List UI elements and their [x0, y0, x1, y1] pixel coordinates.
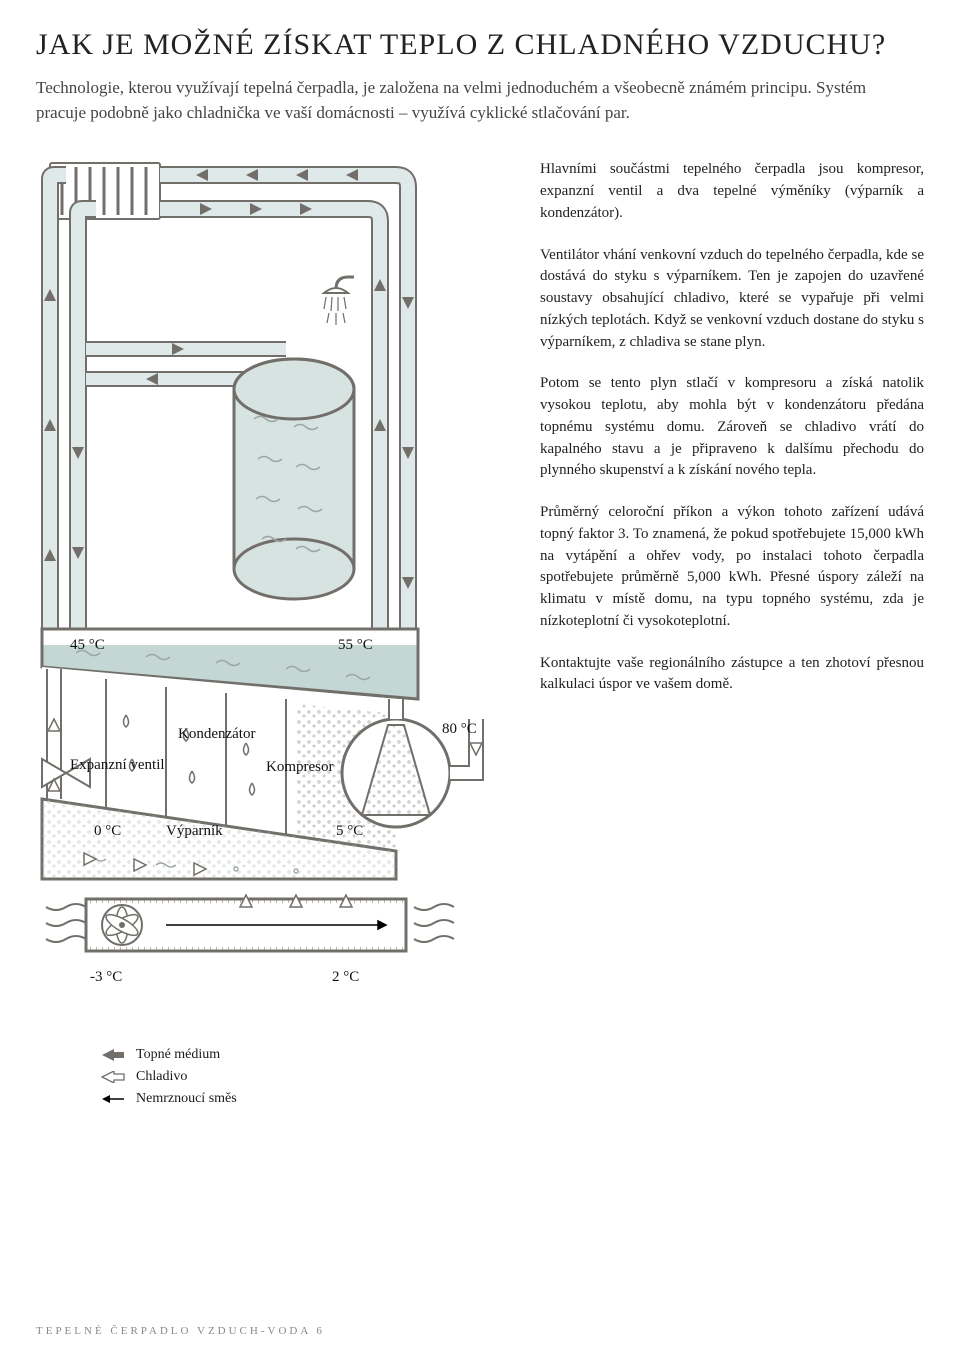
diagram-svg: [36, 159, 516, 1029]
label-cond-in: 45 °C: [70, 637, 105, 654]
label-evap-out: 5 °C: [336, 823, 363, 840]
tank-icon: [234, 359, 354, 599]
label-cond-out: 55 °C: [338, 637, 373, 654]
body-paragraph: Průměrný celoroční příkon a výkon tohoto…: [540, 502, 924, 633]
body-paragraph: Kontaktujte vaše regionálního zástupce a…: [540, 653, 924, 697]
shower-icon: [324, 277, 354, 325]
page-title: JAK JE MOŽNÉ ZÍSKAT TEPLO Z CHLADNÉHO VZ…: [36, 28, 924, 62]
legend-label: Nemrznoucí směs: [136, 1091, 237, 1107]
body-paragraph: Potom se tento plyn stlačí v kompresoru …: [540, 373, 924, 482]
intro-text: Technologie, kterou využívají tepelná če…: [36, 76, 916, 125]
legend-label: Chladivo: [136, 1069, 187, 1085]
label-condenser: Kondenzátor: [178, 726, 255, 743]
radiator-icon: [50, 163, 160, 219]
heat-pump-diagram: 45 °C 55 °C 80 °C Expanzní ventil Konden…: [36, 159, 516, 1029]
body-paragraph: Hlavními součástmi tepelného čerpadla js…: [540, 159, 924, 224]
arrow-solid-icon: [100, 1049, 126, 1061]
text-column: Hlavními součástmi tepelného čerpadla js…: [540, 159, 924, 1113]
air-duct-icon: [46, 895, 454, 951]
diagram-column: 45 °C 55 °C 80 °C Expanzní ventil Konden…: [36, 159, 516, 1113]
label-evaporator: Výparník: [166, 823, 223, 840]
label-expansion-valve: Expanzní ventil: [70, 757, 165, 774]
label-evap-in: 0 °C: [94, 823, 121, 840]
arrow-thin-icon: [100, 1093, 126, 1105]
main-layout: 45 °C 55 °C 80 °C Expanzní ventil Konden…: [36, 159, 924, 1113]
body-paragraph: Ventilátor vhání venkovní vzduch do tepe…: [540, 245, 924, 354]
page-footer: TEPELNÉ ČERPADLO VZDUCH-VODA 6: [36, 1325, 325, 1337]
legend-label: Topné médium: [136, 1047, 220, 1063]
legend-item: Nemrznoucí směs: [100, 1091, 516, 1107]
label-comp-out: 80 °C: [442, 721, 477, 738]
diagram-legend: Topné médium Chladivo Nemrznoucí směs: [100, 1047, 516, 1107]
arrow-outline-icon: [100, 1071, 126, 1083]
label-air-out: 2 °C: [332, 969, 359, 986]
legend-item: Topné médium: [100, 1047, 516, 1063]
label-air-in: -3 °C: [90, 969, 122, 986]
label-compressor: Kompresor: [266, 759, 334, 776]
legend-item: Chladivo: [100, 1069, 516, 1085]
